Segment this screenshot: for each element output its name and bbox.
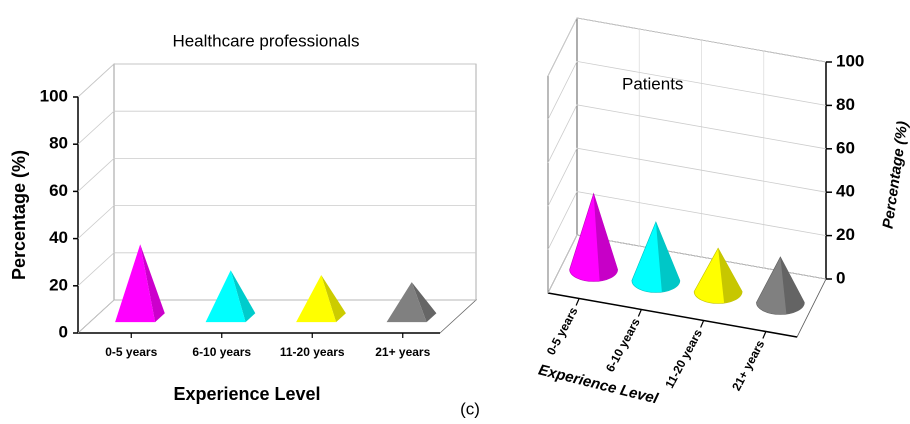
y-tick-label: 20 xyxy=(836,225,855,244)
y-tick-label: 0 xyxy=(59,322,68,341)
grid-line xyxy=(77,205,476,239)
y-tick-label: 60 xyxy=(49,181,68,200)
pyramid xyxy=(205,270,256,323)
x-tick-label: 21+ years xyxy=(729,338,767,393)
y-tick-label: 100 xyxy=(836,51,864,70)
grid-line xyxy=(77,157,476,192)
x-tick xyxy=(762,331,767,339)
pyramid xyxy=(115,244,165,323)
cone-shade xyxy=(593,193,618,281)
y-axis-title: Percentage (%) xyxy=(880,120,910,230)
x-tick xyxy=(575,298,580,306)
grid-line xyxy=(547,191,827,250)
x-axis xyxy=(547,292,798,338)
pyramid-front xyxy=(115,244,156,323)
pyramid-front xyxy=(296,275,337,323)
grid-line xyxy=(547,17,827,77)
grid-line xyxy=(547,147,827,207)
pyramid-front xyxy=(205,270,246,323)
y-tick-label: 40 xyxy=(49,228,68,247)
y-tick-label: 80 xyxy=(836,95,855,114)
cone xyxy=(756,256,805,315)
grid-line xyxy=(77,299,476,334)
chart-title: Healthcare professionals xyxy=(172,31,359,50)
cone xyxy=(693,247,743,304)
pyramid-side xyxy=(140,244,165,323)
x-tick-label: 6-10 years xyxy=(603,316,643,375)
y-tick-label: 80 xyxy=(49,134,68,153)
cone-shade xyxy=(780,256,805,314)
y-axis-title: Percentage (%) xyxy=(9,150,29,280)
pyramid-side xyxy=(230,270,256,323)
cone-shade xyxy=(718,248,743,303)
pyramid-front xyxy=(386,282,427,323)
x-tick xyxy=(700,320,705,328)
chart-title: Patients xyxy=(622,74,683,93)
pyramid xyxy=(386,282,437,323)
x-tick-label: 0-5 years xyxy=(544,305,581,358)
x-tick xyxy=(637,309,642,317)
left-wall xyxy=(77,63,115,334)
x-tick-label: 11-20 years xyxy=(662,327,705,391)
y-tick-label: 40 xyxy=(836,182,855,201)
cone-shade xyxy=(655,221,680,292)
cone xyxy=(631,221,681,293)
grid-line xyxy=(77,252,476,287)
x-tick-label: 6-10 years xyxy=(192,345,251,359)
y-tick-label: 60 xyxy=(836,138,855,157)
x-axis-title: Experience Level xyxy=(173,384,320,404)
left-wall xyxy=(547,17,578,294)
grid-line xyxy=(547,234,827,294)
grid-line xyxy=(77,110,476,145)
pyramid-side xyxy=(321,275,346,323)
grid-line xyxy=(547,104,827,163)
figure-label: (c) xyxy=(460,399,480,418)
y-tick-label: 20 xyxy=(49,275,68,294)
pyramid xyxy=(296,275,346,323)
cone xyxy=(569,192,618,282)
y-tick-label: 0 xyxy=(836,268,845,287)
pyramid-side xyxy=(411,282,437,323)
x-tick-label: 21+ years xyxy=(375,345,430,359)
back-wall xyxy=(113,63,477,301)
x-tick-label: 0-5 years xyxy=(105,345,157,359)
x-axis-title: Experience Level xyxy=(537,361,661,407)
grid-line xyxy=(547,60,827,120)
x-tick-label: 11-20 years xyxy=(280,345,345,359)
grid-line xyxy=(77,63,476,98)
y-tick-label: 100 xyxy=(40,86,68,105)
